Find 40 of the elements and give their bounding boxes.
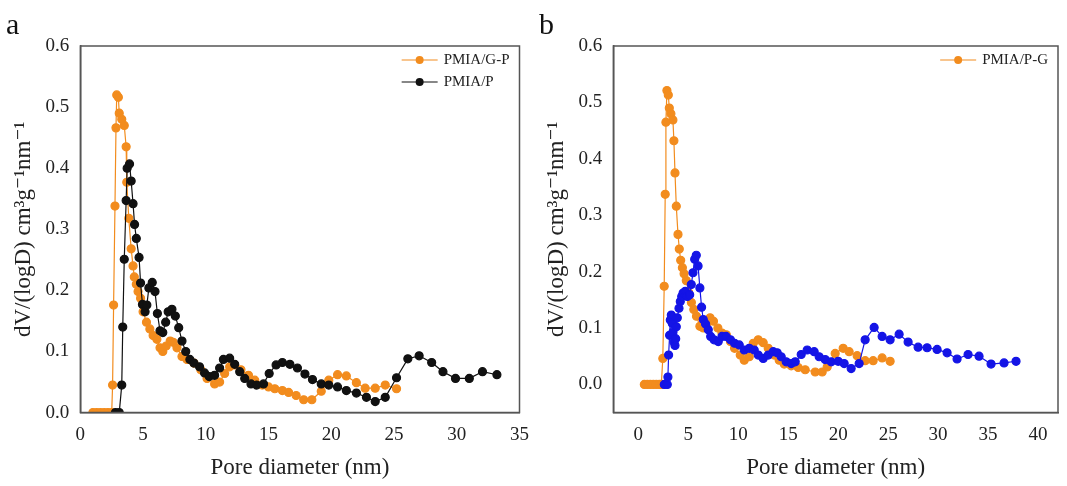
- y-tick-label: 0.2: [578, 259, 603, 281]
- x-tick-label: 0: [75, 422, 86, 444]
- x-tick-label: 40: [1028, 422, 1048, 444]
- y-tick-label: 0.1: [578, 315, 603, 337]
- y-tick-label: 0.2: [45, 278, 70, 300]
- x-tick-label: 30: [928, 422, 948, 444]
- y-tick-label: 0.6: [45, 33, 70, 55]
- y-tick-label: 0.0: [45, 400, 70, 422]
- x-tick-label: 20: [828, 422, 848, 444]
- legend-label: PMIA/G-P: [443, 50, 510, 67]
- legend-label: PMIA/P: [443, 72, 494, 89]
- y-tick-label: 0.4: [578, 146, 603, 168]
- x-axis-title: Pore diameter (nm): [210, 454, 390, 480]
- chart-title: a: [6, 6, 20, 40]
- y-tick-label: 0.3: [45, 217, 70, 239]
- y-tick-label: 0.5: [45, 95, 70, 117]
- x-tick-label: 5: [683, 422, 694, 444]
- x-tick-label: 10: [196, 422, 216, 444]
- y-axis-title: dV/(logD) cm³g⁻¹nm⁻¹: [542, 121, 568, 338]
- x-tick-label: 10: [728, 422, 748, 444]
- y-tick-label: 0.4: [45, 156, 70, 178]
- x-tick-label: 0: [633, 422, 644, 444]
- x-tick-label: 15: [778, 422, 798, 444]
- x-tick-label: 25: [384, 422, 404, 444]
- x-tick-label: 25: [878, 422, 898, 444]
- x-tick-label: 5: [138, 422, 148, 444]
- x-tick-label: 20: [321, 422, 341, 444]
- y-tick-label: 0.0: [578, 372, 603, 394]
- x-axis-title: Pore diameter (nm): [746, 454, 926, 480]
- y-tick-label: 0.3: [578, 203, 603, 225]
- x-tick-label: 30: [447, 422, 467, 444]
- x-tick-label: 35: [978, 422, 998, 444]
- chart-title: b: [539, 6, 554, 40]
- y-axis-title: dV/(logD) cm³g⁻¹nm⁻¹: [9, 121, 35, 338]
- x-tick-label: 35: [510, 422, 529, 444]
- y-tick-label: 0.5: [578, 90, 603, 112]
- legend-label: PMIA/P-G: [982, 50, 1049, 67]
- y-tick-label: 0.6: [578, 33, 603, 55]
- x-tick-label: 15: [259, 422, 279, 444]
- y-tick-label: 0.1: [45, 339, 70, 361]
